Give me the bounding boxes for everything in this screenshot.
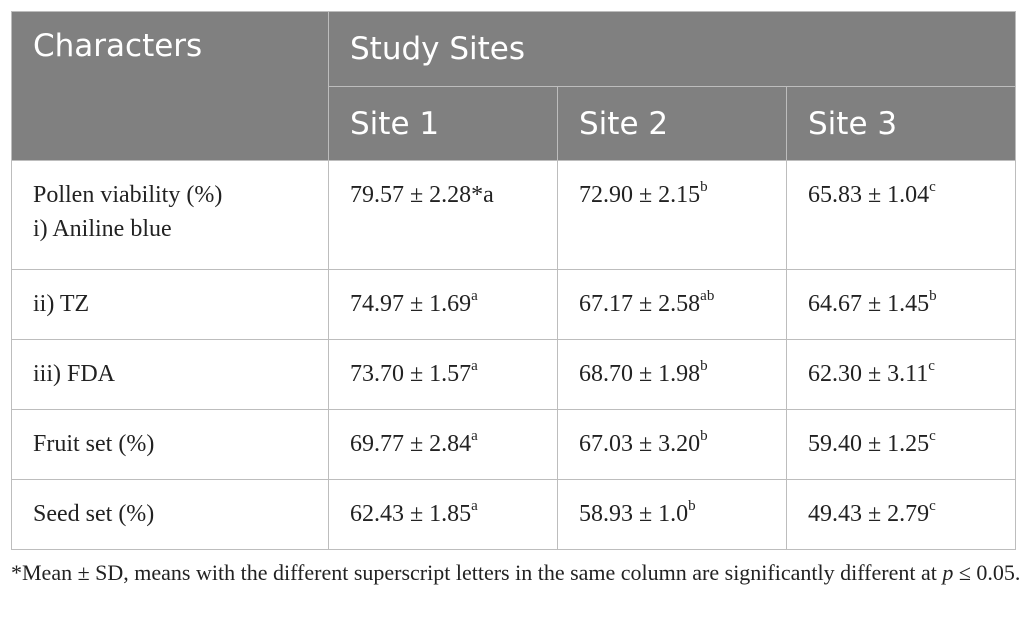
cell-value: 67.17 ± 2.58 xyxy=(579,291,701,317)
cell-superscript: ab xyxy=(700,288,715,304)
cell-superscript: b xyxy=(700,358,708,374)
cell-value: 58.93 ± 1.0 xyxy=(579,501,689,527)
cell-superscript: a xyxy=(471,358,478,374)
header-study-sites: Study Sites xyxy=(327,11,1017,87)
table-row: iii) FDA 73.70 ± 1.57a 68.70 ± 1.98b 62.… xyxy=(11,339,1017,410)
table-cell: 79.57 ± 2.28*a xyxy=(328,160,558,270)
cell-superscript: b xyxy=(700,428,708,444)
table-row: Seed set (%) 62.43 ± 1.85a 58.93 ± 1.0b … xyxy=(11,479,1017,550)
cell-superscript: a xyxy=(471,288,478,304)
cell-value: 59.40 ± 1.25 xyxy=(808,431,930,457)
cell-value: 65.83 ± 1.04 xyxy=(808,182,930,208)
table-cell: 67.17 ± 2.58ab xyxy=(557,269,787,340)
cell-superscript: a xyxy=(471,498,478,514)
table-cell: 64.67 ± 1.45b xyxy=(785,269,1017,340)
header-site-1: Site 1 xyxy=(328,86,558,161)
footnote-text-after: ≤ 0.05. xyxy=(953,560,1021,585)
footnote-p-symbol: p xyxy=(942,560,954,585)
cell-superscript: b xyxy=(700,179,708,195)
cell-value: 67.03 ± 3.20 xyxy=(579,431,701,457)
cell-value: 74.97 ± 1.69 xyxy=(350,291,472,317)
table-cell: 62.30 ± 3.11c xyxy=(785,339,1017,410)
table-row: Pollen viability (%) i) Aniline blue 79.… xyxy=(11,160,1017,270)
row-label: Pollen viability (%) i) Aniline blue xyxy=(11,160,329,270)
table-cell: 73.70 ± 1.57a xyxy=(328,339,558,410)
header-row-top: Characters Study Sites xyxy=(11,11,1017,161)
table-cell: 65.83 ± 1.04c xyxy=(785,160,1017,270)
data-table: Characters Study Sites Site 1 Site 2 Sit… xyxy=(11,11,1017,550)
cell-value: 62.30 ± 3.11 xyxy=(808,361,929,387)
row-label-line-1: Pollen viability (%) xyxy=(33,182,223,208)
cell-value: 79.57 ± 2.28*a xyxy=(350,182,494,208)
cell-value: 72.90 ± 2.15 xyxy=(579,182,701,208)
data-table-container: Characters Study Sites Site 1 Site 2 Sit… xyxy=(11,11,1017,550)
cell-value: 73.70 ± 1.57 xyxy=(350,361,472,387)
cell-value: 68.70 ± 1.98 xyxy=(579,361,701,387)
cell-superscript: c xyxy=(929,498,936,514)
cell-value: 69.77 ± 2.84 xyxy=(350,431,472,457)
table-footnote: *Mean ± SD, means with the different sup… xyxy=(11,556,1021,590)
row-label: ii) TZ xyxy=(11,269,329,340)
row-label: Fruit set (%) xyxy=(11,409,329,480)
table-cell: 72.90 ± 2.15b xyxy=(557,160,787,270)
table-cell: 62.43 ± 1.85a xyxy=(328,479,558,550)
table-cell: 59.40 ± 1.25c xyxy=(785,409,1017,480)
cell-value: 49.43 ± 2.79 xyxy=(808,501,930,527)
table-cell: 69.77 ± 2.84a xyxy=(328,409,558,480)
row-label-line-2: i) Aniline blue xyxy=(33,216,172,242)
table-cell: 74.97 ± 1.69a xyxy=(328,269,558,340)
table-cell: 68.70 ± 1.98b xyxy=(557,339,787,410)
table-row: ii) TZ 74.97 ± 1.69a 67.17 ± 2.58ab 64.6… xyxy=(11,269,1017,340)
cell-superscript: c xyxy=(929,179,936,195)
header-site-3: Site 3 xyxy=(785,86,1017,161)
cell-value: 64.67 ± 1.45 xyxy=(808,291,930,317)
row-label: Seed set (%) xyxy=(11,479,329,550)
table-cell: 49.43 ± 2.79c xyxy=(785,479,1017,550)
cell-superscript: c xyxy=(929,428,936,444)
header-characters: Characters xyxy=(11,11,329,161)
table-row: Fruit set (%) 69.77 ± 2.84a 67.03 ± 3.20… xyxy=(11,409,1017,480)
table-cell: 67.03 ± 3.20b xyxy=(557,409,787,480)
header-site-2: Site 2 xyxy=(557,86,787,161)
cell-superscript: c xyxy=(928,358,935,374)
table-cell: 58.93 ± 1.0b xyxy=(557,479,787,550)
cell-superscript: b xyxy=(929,288,937,304)
row-label: iii) FDA xyxy=(11,339,329,410)
cell-superscript: b xyxy=(688,498,696,514)
cell-value: 62.43 ± 1.85 xyxy=(350,501,472,527)
cell-superscript: a xyxy=(471,428,478,444)
header-row-sites: Site 1 Site 2 Site 3 xyxy=(12,86,1017,161)
footnote-text-before: *Mean ± SD, means with the different sup… xyxy=(11,560,943,585)
